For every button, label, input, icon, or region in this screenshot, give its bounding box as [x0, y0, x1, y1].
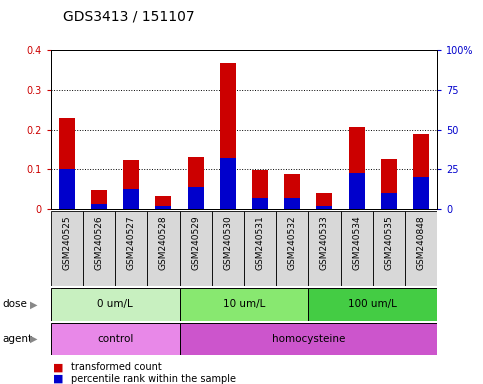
- Bar: [405, 211, 437, 286]
- Bar: [284, 174, 300, 209]
- Text: ■: ■: [53, 362, 64, 372]
- Bar: [51, 323, 180, 355]
- Bar: [349, 173, 365, 209]
- Text: percentile rank within the sample: percentile rank within the sample: [71, 374, 237, 384]
- Bar: [156, 196, 171, 209]
- Text: transformed count: transformed count: [71, 362, 162, 372]
- Text: 0 um/L: 0 um/L: [97, 299, 133, 310]
- Bar: [115, 211, 147, 286]
- Bar: [381, 194, 397, 209]
- Bar: [59, 118, 75, 209]
- Bar: [187, 157, 204, 209]
- Text: dose: dose: [2, 299, 28, 310]
- Text: GSM240526: GSM240526: [95, 215, 103, 270]
- Bar: [91, 190, 107, 209]
- Bar: [91, 205, 107, 209]
- Bar: [316, 194, 332, 209]
- Bar: [373, 211, 405, 286]
- Bar: [220, 158, 236, 209]
- Bar: [147, 211, 180, 286]
- Text: GSM240525: GSM240525: [62, 215, 71, 270]
- Text: GSM240535: GSM240535: [384, 215, 393, 270]
- Bar: [252, 170, 268, 209]
- Bar: [51, 288, 180, 321]
- Text: ▶: ▶: [30, 299, 38, 310]
- Bar: [341, 211, 373, 286]
- Bar: [220, 63, 236, 209]
- Bar: [308, 211, 341, 286]
- Bar: [51, 211, 83, 286]
- Text: GSM240534: GSM240534: [352, 215, 361, 270]
- Bar: [187, 187, 204, 209]
- Bar: [180, 288, 308, 321]
- Bar: [284, 198, 300, 209]
- Bar: [413, 134, 429, 209]
- Bar: [316, 206, 332, 209]
- Bar: [381, 159, 397, 209]
- Bar: [180, 323, 437, 355]
- Text: ▶: ▶: [30, 334, 38, 344]
- Bar: [212, 211, 244, 286]
- Text: control: control: [97, 334, 133, 344]
- Text: GSM240530: GSM240530: [223, 215, 232, 270]
- Text: ■: ■: [53, 374, 64, 384]
- Bar: [252, 198, 268, 209]
- Text: GSM240848: GSM240848: [416, 215, 426, 270]
- Bar: [83, 211, 115, 286]
- Text: GSM240531: GSM240531: [256, 215, 265, 270]
- Bar: [308, 288, 437, 321]
- Bar: [156, 206, 171, 209]
- Text: GSM240527: GSM240527: [127, 215, 136, 270]
- Text: GSM240533: GSM240533: [320, 215, 329, 270]
- Bar: [123, 160, 139, 209]
- Text: GSM240532: GSM240532: [288, 215, 297, 270]
- Text: GSM240529: GSM240529: [191, 215, 200, 270]
- Text: agent: agent: [2, 334, 32, 344]
- Bar: [244, 211, 276, 286]
- Bar: [349, 127, 365, 209]
- Text: 10 um/L: 10 um/L: [223, 299, 265, 310]
- Bar: [180, 211, 212, 286]
- Bar: [59, 169, 75, 209]
- Text: GSM240528: GSM240528: [159, 215, 168, 270]
- Bar: [276, 211, 308, 286]
- Text: GDS3413 / 151107: GDS3413 / 151107: [63, 10, 195, 23]
- Bar: [413, 177, 429, 209]
- Text: 100 um/L: 100 um/L: [348, 299, 397, 310]
- Text: homocysteine: homocysteine: [271, 334, 345, 344]
- Bar: [123, 189, 139, 209]
